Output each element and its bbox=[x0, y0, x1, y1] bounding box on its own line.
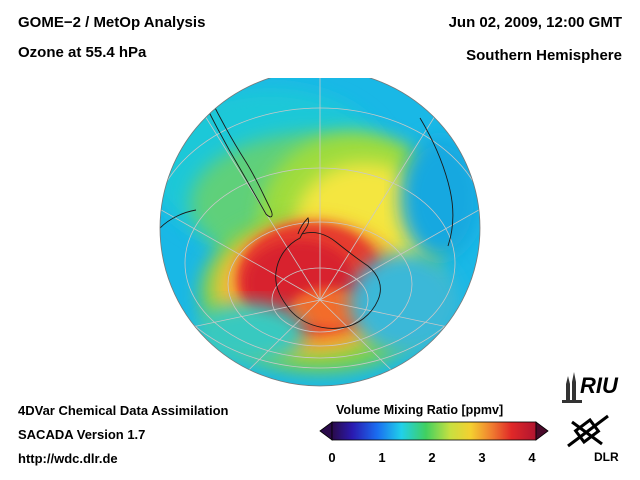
colorbar-tick-4: 4 bbox=[528, 450, 536, 465]
method-label: 4DVar Chemical Data Assimilation bbox=[18, 403, 229, 418]
version-label: SACADA Version 1.7 bbox=[18, 427, 146, 442]
coastlines bbox=[160, 97, 454, 329]
source-url: http://wdc.dlr.de bbox=[18, 451, 118, 466]
colorbar-tick-0: 0 bbox=[328, 450, 336, 465]
dlr-logo-text: DLR bbox=[594, 450, 619, 464]
colorbar bbox=[319, 421, 549, 441]
map-subtitle: Ozone at 55.4 hPa bbox=[18, 44, 147, 61]
map-hemisphere: Southern Hemisphere bbox=[466, 47, 622, 64]
colorbar-title: Volume Mixing Ratio [ppmv] bbox=[336, 403, 504, 417]
colorbar-tick-3: 3 bbox=[478, 450, 486, 465]
colorbar-tick-2: 2 bbox=[428, 450, 436, 465]
riu-cathedral-icon bbox=[562, 372, 582, 403]
colorbar-tick-1: 1 bbox=[378, 450, 386, 465]
map-title: GOME−2 / MetOp Analysis bbox=[18, 14, 206, 31]
globe-outline bbox=[159, 78, 481, 387]
dlr-logo-icon bbox=[567, 414, 609, 448]
ozone-globe-map bbox=[159, 78, 481, 387]
map-date: Jun 02, 2009, 12:00 GMT bbox=[448, 14, 622, 31]
graticule bbox=[160, 78, 480, 386]
riu-logo-text: RIU bbox=[580, 373, 618, 398]
